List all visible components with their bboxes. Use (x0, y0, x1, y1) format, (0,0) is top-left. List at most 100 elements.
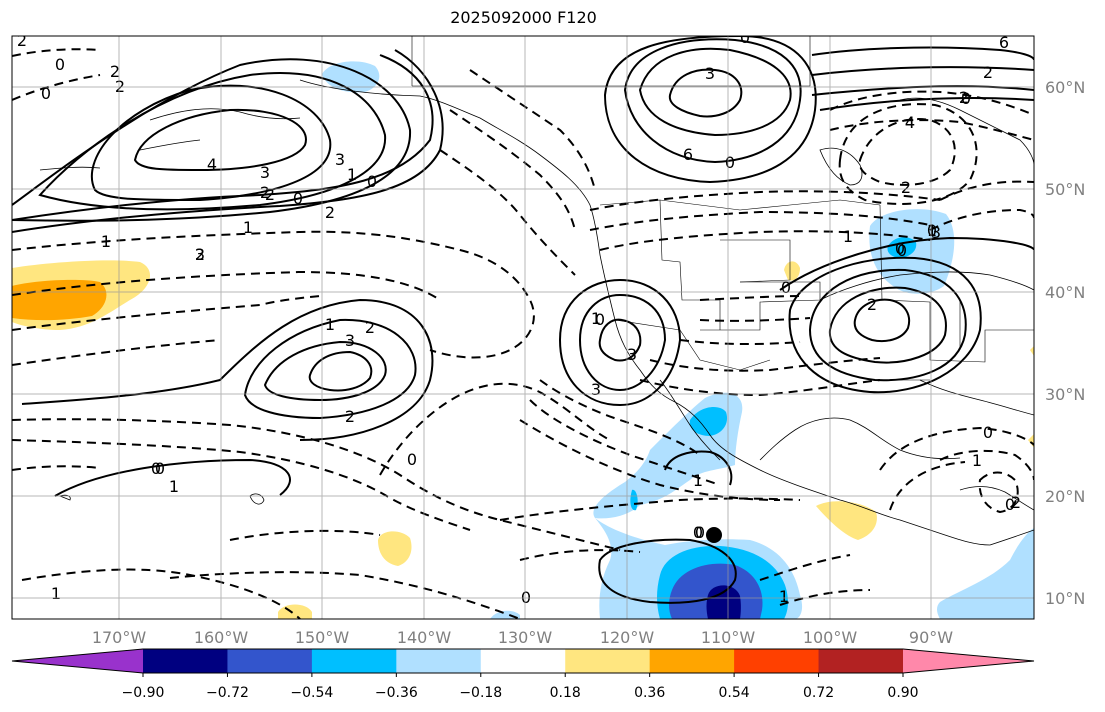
colorbar-segment (734, 649, 820, 673)
colorbar-tick-label: −0.90 (122, 685, 165, 701)
longitude-label: 90°W (909, 628, 953, 647)
colorbar-tick-label: 0.36 (634, 685, 665, 701)
contour-label: 1 (591, 309, 601, 328)
contour-label: 0 (595, 310, 605, 329)
colorbar-segment (396, 649, 482, 673)
longitude-label: 100°W (803, 628, 858, 647)
colorbar-tick-label: 0.90 (887, 685, 918, 701)
contour-label: 0 (407, 450, 417, 469)
contour-label: 1 (325, 315, 335, 334)
contour-label: 2 (110, 62, 120, 81)
contour-label: 0 (55, 55, 65, 74)
colorbar-segment (143, 649, 228, 673)
contour-label: 3 (335, 150, 345, 169)
colorbar-tick-label: 0.54 (719, 685, 750, 701)
longitude-label: 160°W (194, 628, 249, 647)
latitude-label: 30°N (1045, 385, 1085, 404)
map-background (12, 36, 1034, 619)
contour-label: 4 (207, 155, 217, 174)
colorbar-tick-label: −0.72 (206, 685, 249, 701)
longitude-label: 110°W (701, 628, 756, 647)
longitude-label: 140°W (397, 628, 452, 647)
shade-light-yellow (378, 531, 412, 566)
shade-light-blue (937, 528, 1034, 619)
contour-label: 1 (843, 227, 853, 246)
contour-label: 1 (779, 587, 789, 606)
longitude-label: 130°W (498, 628, 553, 647)
gridlines (12, 36, 1034, 619)
contour-label: 0 (781, 278, 791, 297)
contour-label: 2 (1011, 493, 1021, 512)
contour-label: 3 (260, 163, 270, 182)
shade-light-yellow (1030, 346, 1034, 356)
contour-label: 2 (959, 88, 969, 107)
contour-label: 2 (325, 203, 335, 222)
contour-label: 0 (367, 172, 377, 191)
colorbar-max-arrow (903, 649, 1034, 673)
shade-light-yellow (816, 501, 877, 540)
contour-label: 2 (260, 183, 270, 202)
colorbar-segment (311, 649, 397, 673)
contour-label: 2 (983, 63, 993, 82)
shade-sky-blue (630, 489, 638, 511)
latitude-labels: 60°N 50°N 40°N 30°N 20°N 10°N (1045, 78, 1085, 608)
colorbar-tick-label: −0.54 (290, 685, 333, 701)
shaded-anomaly-fields (12, 61, 1034, 619)
coastlines (39, 79, 1034, 546)
contour-label: 0 (725, 153, 735, 172)
colorbar-segment (480, 649, 566, 673)
contour-label: 4 (905, 113, 915, 132)
contour-label: 1 (927, 221, 937, 240)
contour-label: 3 (345, 331, 355, 350)
contour-label: 0 (983, 423, 993, 442)
contour-label: 0 (693, 523, 703, 542)
contour-label: 3 (591, 380, 601, 399)
colorbar-segment (818, 649, 904, 673)
contour-label: 3 (705, 64, 715, 83)
contour-label: 0 (927, 221, 937, 240)
colorbar-min-arrow (12, 649, 143, 673)
contour-label: 2 (195, 245, 205, 264)
shade-navy (706, 585, 741, 619)
contour-label: 0 (41, 84, 51, 103)
contour-label: 2 (17, 31, 27, 50)
location-marker (706, 527, 722, 543)
contour-label: 2 (365, 318, 375, 337)
shade-light-blue (322, 61, 380, 93)
colorbar-tick-label: 0.72 (803, 685, 834, 701)
colorbar-tick-label: 0.18 (550, 685, 581, 701)
contour-label: 2 (901, 178, 911, 197)
colorbar-tick-label: −0.36 (375, 685, 418, 701)
contour-label: 1 (347, 165, 357, 184)
latitude-label: 20°N (1045, 487, 1085, 506)
longitude-labels: 170°W 160°W 150°W 140°W 130°W 120°W 110°W 100°W… (92, 628, 953, 647)
contour-label: 1 (51, 584, 61, 603)
colorbar-segment (649, 649, 735, 673)
contour-label: 0 (151, 459, 161, 478)
latitude-label: 60°N (1045, 78, 1085, 97)
latitude-label: 40°N (1045, 283, 1085, 302)
contour-label: 2 (345, 407, 355, 426)
colorbar-segment (565, 649, 651, 673)
contour-label: 1 (693, 471, 703, 490)
contour-label: 0 (961, 89, 971, 108)
contour-label: 1 (169, 477, 179, 496)
contour-label: 3 (627, 345, 637, 364)
shade-light-yellow (784, 261, 800, 281)
shade-sky-blue (689, 407, 728, 436)
contour-label: 2 (867, 295, 877, 314)
contour-label: 0 (897, 241, 907, 260)
colorbar-segment (227, 649, 313, 673)
dashed-contours (12, 48, 1034, 619)
contour-label: 0 (895, 239, 905, 258)
contour-label: 6 (999, 33, 1009, 52)
contour-label: 4 (905, 113, 915, 132)
map-frame (11, 35, 1035, 620)
contour-label: 1 (101, 232, 111, 251)
contour-label: 6 (683, 145, 693, 164)
contour-label: 0 (293, 189, 303, 208)
longitude-label: 150°W (295, 628, 350, 647)
latitude-label: 10°N (1045, 589, 1085, 608)
contour-label: 1 (243, 218, 253, 237)
